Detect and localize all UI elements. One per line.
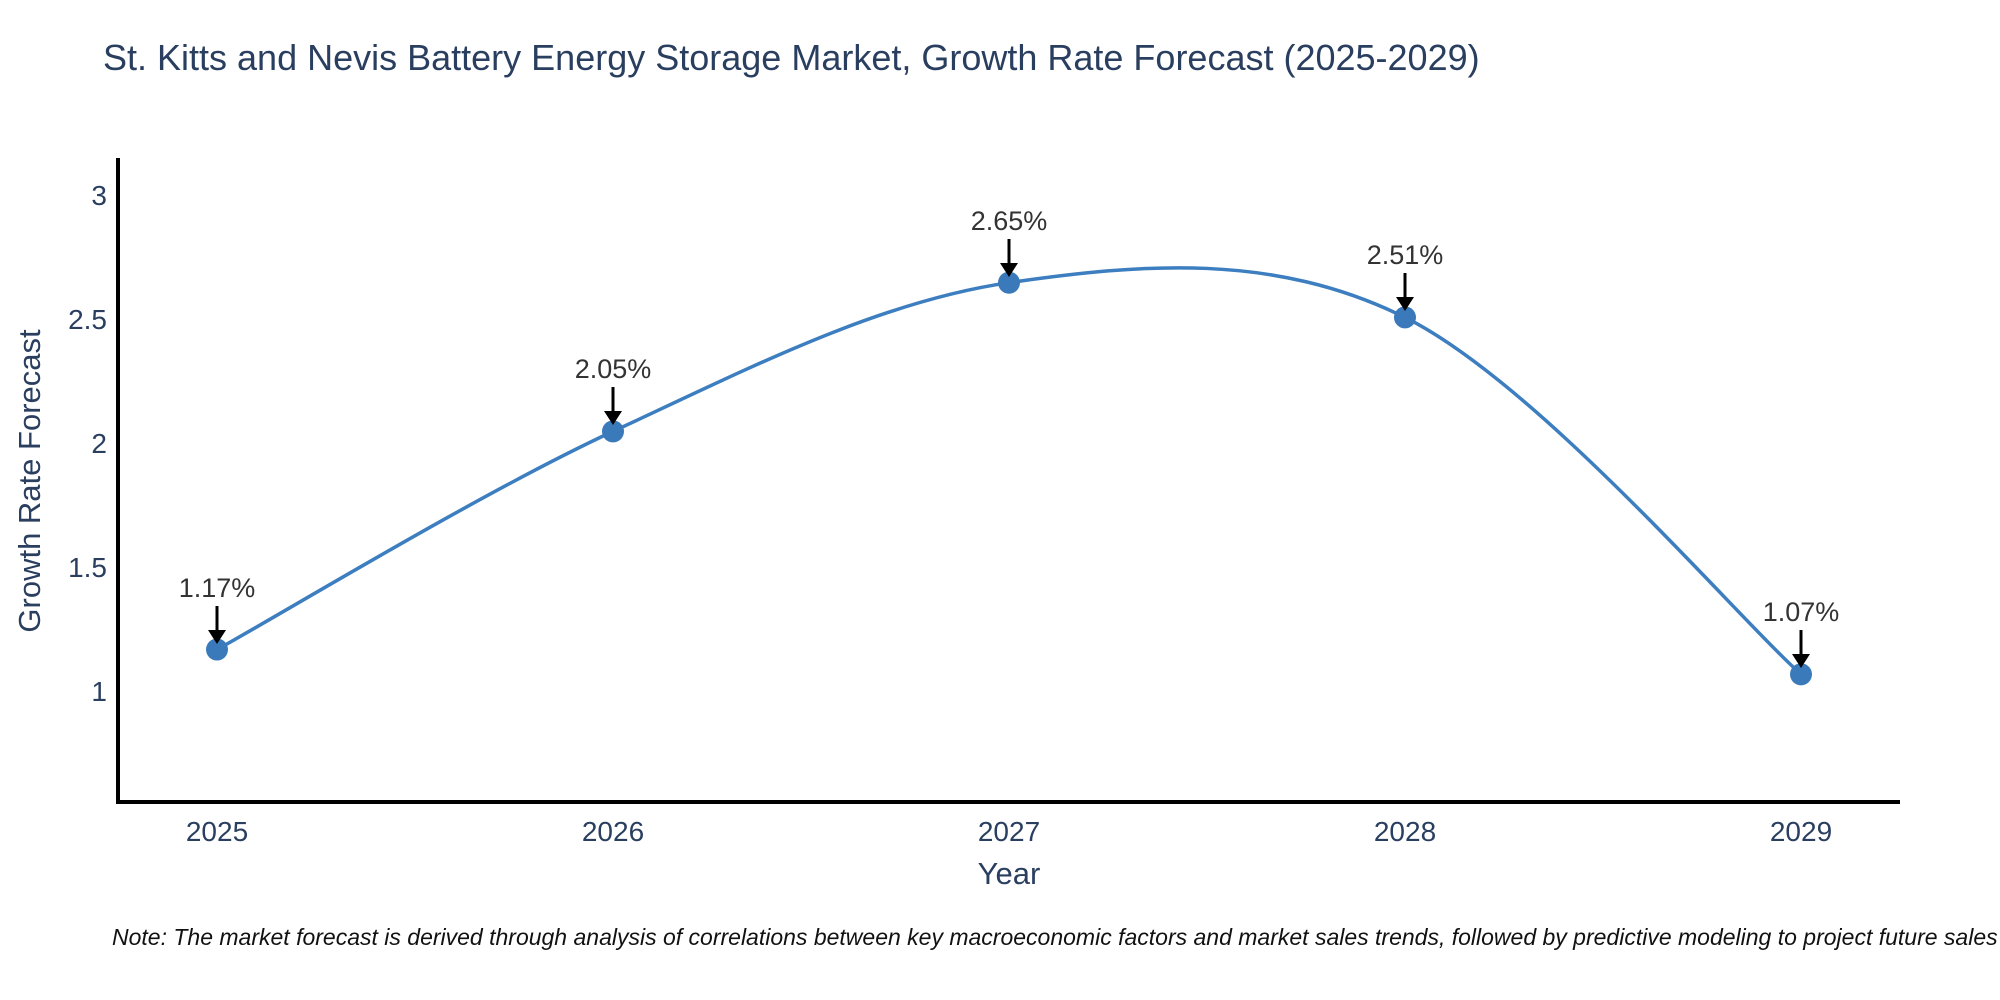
annotation-arrow-shaft [1403, 273, 1407, 300]
annotation-label: 2.65% [970, 205, 1048, 236]
y-axis-title: Growth Rate Forecast [12, 329, 47, 633]
annotation-label: 2.05% [574, 354, 652, 385]
annotation-arrowhead-icon [1792, 654, 1810, 669]
data-point-marker[interactable] [206, 638, 228, 661]
y-tick-label: 2.5 [68, 303, 107, 335]
annotation-arrow-shaft [1007, 238, 1011, 265]
data-point-marker[interactable] [602, 420, 624, 443]
x-tick-label: 2029 [1769, 816, 1833, 847]
annotation-arrow-shaft [215, 605, 219, 632]
annotation-arrowhead-icon [208, 629, 226, 644]
data-point-marker[interactable] [1790, 663, 1812, 686]
footnote: Note: The market forecast is derived thr… [112, 924, 1998, 950]
annotation-arrowhead-icon [1396, 297, 1414, 312]
y-tick-label: 1.5 [68, 551, 107, 583]
annotation-label: 1.17% [178, 572, 256, 603]
x-tick-label: 2025 [185, 816, 249, 847]
x-tick-label: 2028 [1373, 816, 1437, 847]
y-tick-label: 1 [91, 675, 107, 707]
y-tick-label: 3 [91, 179, 107, 211]
data-point-marker[interactable] [998, 271, 1020, 294]
x-axis-title: Year [977, 856, 1041, 891]
x-tick-label: 2027 [977, 816, 1041, 847]
x-tick-label: 2026 [581, 816, 645, 847]
annotation-label: 2.51% [1366, 240, 1444, 271]
data-point-marker[interactable] [1394, 306, 1416, 329]
annotation-label: 1.07% [1762, 597, 1840, 628]
trace-line [216, 266, 1803, 676]
annotation-arrowhead-icon [604, 411, 622, 426]
annotation-arrow-shaft [611, 387, 615, 414]
annotation-arrow-shaft [1799, 630, 1803, 657]
annotation-arrowhead-icon [1000, 262, 1018, 277]
chart-title: St. Kitts and Nevis Battery Energy Stora… [103, 37, 1480, 78]
y-tick-label: 2 [91, 427, 107, 459]
